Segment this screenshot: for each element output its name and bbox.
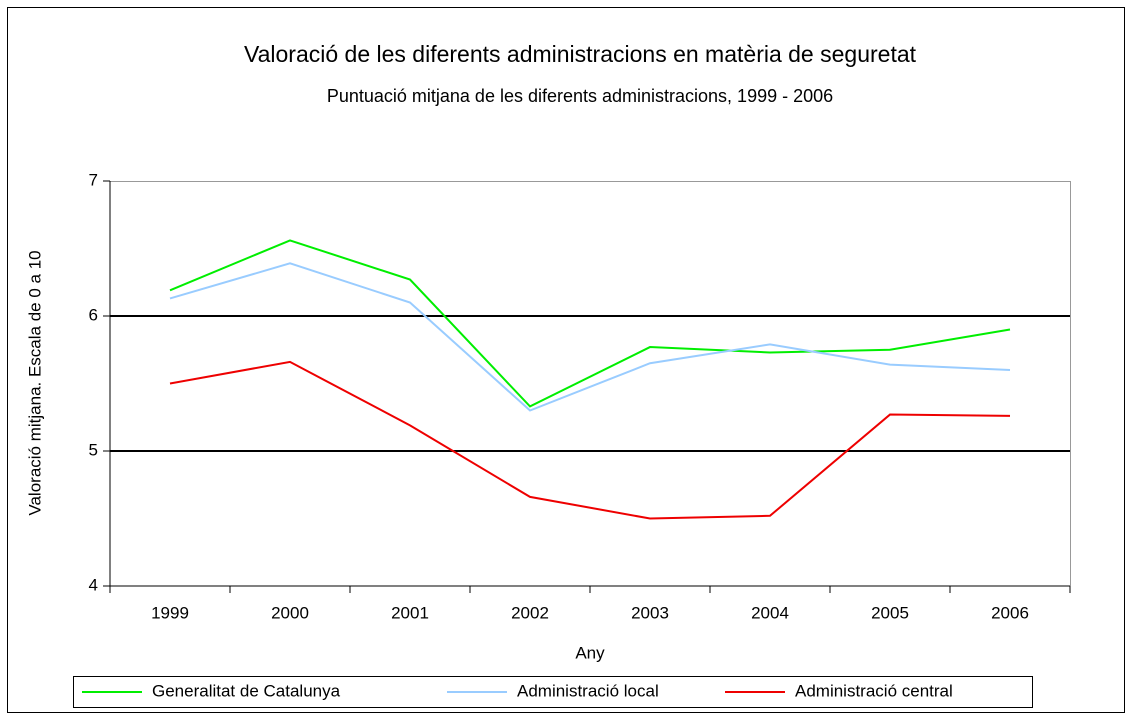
x-tick-label: 2005 bbox=[871, 603, 909, 622]
x-tick-label: 2004 bbox=[751, 603, 789, 622]
x-tick-label: 2002 bbox=[511, 603, 549, 622]
chart-subtitle: Puntuació mitjana de les diferents admin… bbox=[327, 86, 833, 106]
series-line bbox=[169, 360, 1011, 520]
y-axis-label: Valoració mitjana. Escala de 0 a 10 bbox=[25, 250, 44, 515]
legend-label: Administració central bbox=[795, 681, 953, 700]
series-line bbox=[169, 239, 1011, 408]
y-tick-label: 4 bbox=[89, 575, 98, 594]
x-tick-label: 2003 bbox=[631, 603, 669, 622]
x-tick-label: 1999 bbox=[151, 603, 189, 622]
chart-border bbox=[7, 7, 1125, 713]
y-tick-label: 6 bbox=[89, 305, 98, 324]
legend-box bbox=[73, 676, 1033, 708]
legend-label: Generalitat de Catalunya bbox=[152, 681, 341, 700]
legend-label: Administració local bbox=[517, 681, 659, 700]
x-axis-label: Any bbox=[575, 643, 605, 662]
x-tick-label: 2000 bbox=[271, 603, 309, 622]
series-line bbox=[169, 262, 1011, 412]
y-tick-label: 7 bbox=[89, 170, 98, 189]
y-tick-label: 5 bbox=[89, 440, 98, 459]
chart-title: Valoració de les diferents administracio… bbox=[244, 41, 917, 67]
x-tick-label: 2001 bbox=[391, 603, 429, 622]
x-tick-label: 2006 bbox=[991, 603, 1029, 622]
